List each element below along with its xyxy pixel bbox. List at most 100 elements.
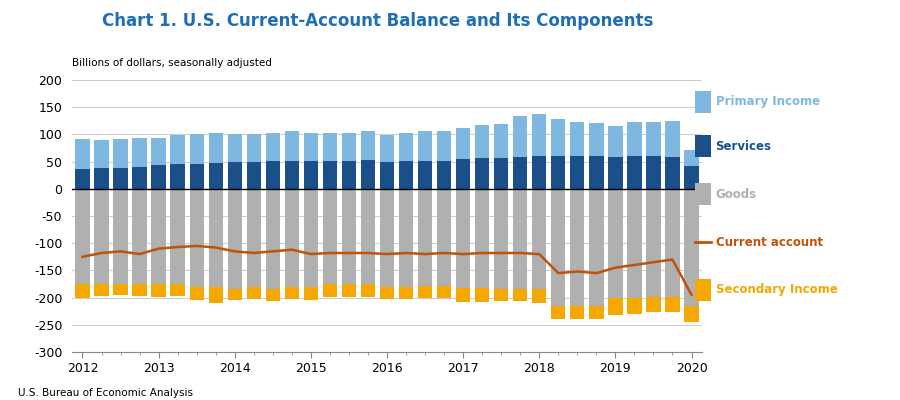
Bar (209, 163, 223, 189)
Bar (608, 157, 623, 189)
Bar (247, 162, 261, 189)
Bar (627, 189, 642, 298)
Bar (228, 290, 242, 300)
Bar (532, 290, 546, 303)
Bar (608, 298, 623, 315)
Bar (665, 296, 680, 312)
Bar (646, 189, 661, 296)
Bar (684, 150, 698, 166)
Bar (494, 290, 508, 302)
Bar (418, 130, 432, 161)
Bar (399, 189, 413, 287)
Bar (494, 158, 508, 189)
Bar (303, 161, 318, 189)
Bar (342, 189, 356, 284)
Bar (361, 284, 375, 296)
Bar (684, 306, 698, 322)
Bar (494, 189, 508, 290)
Bar (532, 156, 546, 189)
Text: U.S. Bureau of Economic Analysis: U.S. Bureau of Economic Analysis (18, 388, 193, 398)
Bar (266, 189, 280, 290)
Bar (170, 189, 184, 284)
Bar (132, 284, 147, 296)
Bar (380, 162, 394, 189)
Text: Primary Income: Primary Income (716, 96, 820, 108)
Bar (513, 116, 527, 157)
Bar (646, 122, 661, 156)
Bar (113, 189, 128, 284)
Bar (551, 189, 565, 306)
Bar (209, 133, 223, 163)
Bar (399, 287, 413, 299)
Bar (456, 159, 471, 189)
Bar (475, 125, 490, 158)
Bar (627, 298, 642, 314)
Bar (284, 287, 299, 299)
Text: Secondary Income: Secondary Income (716, 284, 837, 296)
Bar (456, 189, 471, 288)
Bar (608, 189, 623, 298)
Bar (646, 156, 661, 189)
Bar (323, 189, 337, 284)
Bar (284, 160, 299, 189)
Bar (132, 189, 147, 284)
Bar (266, 161, 280, 189)
Bar (665, 189, 680, 296)
Bar (513, 157, 527, 189)
Bar (418, 161, 432, 189)
Bar (551, 306, 565, 319)
Bar (590, 156, 604, 189)
Bar (513, 290, 527, 302)
Bar (342, 133, 356, 160)
Bar (209, 287, 223, 303)
Bar (361, 160, 375, 189)
Bar (627, 156, 642, 189)
Bar (266, 133, 280, 161)
Text: Current account: Current account (716, 236, 823, 248)
Bar (94, 189, 109, 284)
Bar (684, 189, 698, 306)
Bar (132, 167, 147, 189)
Bar (247, 134, 261, 162)
Bar (209, 189, 223, 287)
Bar (590, 123, 604, 156)
Text: Chart 1. U.S. Current-Account Balance and Its Components: Chart 1. U.S. Current-Account Balance an… (103, 12, 653, 30)
Bar (437, 160, 451, 189)
Bar (228, 189, 242, 290)
Text: Services: Services (716, 140, 771, 152)
Bar (380, 189, 394, 287)
Bar (151, 284, 166, 296)
Bar (437, 286, 451, 298)
Bar (551, 119, 565, 156)
Bar (380, 287, 394, 299)
Bar (151, 189, 166, 284)
Text: Goods: Goods (716, 188, 757, 200)
Bar (571, 156, 584, 189)
Bar (380, 135, 394, 162)
Bar (76, 169, 90, 189)
Bar (513, 189, 527, 290)
Bar (342, 284, 356, 296)
Bar (247, 189, 261, 287)
Bar (113, 168, 128, 189)
Bar (437, 189, 451, 286)
Bar (284, 131, 299, 160)
Bar (590, 306, 604, 319)
Bar (437, 130, 451, 160)
Bar (151, 138, 166, 166)
Bar (228, 162, 242, 189)
Bar (228, 134, 242, 162)
Bar (646, 296, 661, 312)
Bar (170, 284, 184, 296)
Bar (323, 160, 337, 189)
Bar (170, 136, 184, 164)
Bar (475, 158, 490, 189)
Bar (418, 286, 432, 298)
Bar (190, 164, 203, 189)
Bar (170, 164, 184, 189)
Bar (247, 287, 261, 299)
Bar (303, 287, 318, 300)
Bar (76, 189, 90, 284)
Bar (399, 161, 413, 189)
Bar (475, 189, 490, 288)
